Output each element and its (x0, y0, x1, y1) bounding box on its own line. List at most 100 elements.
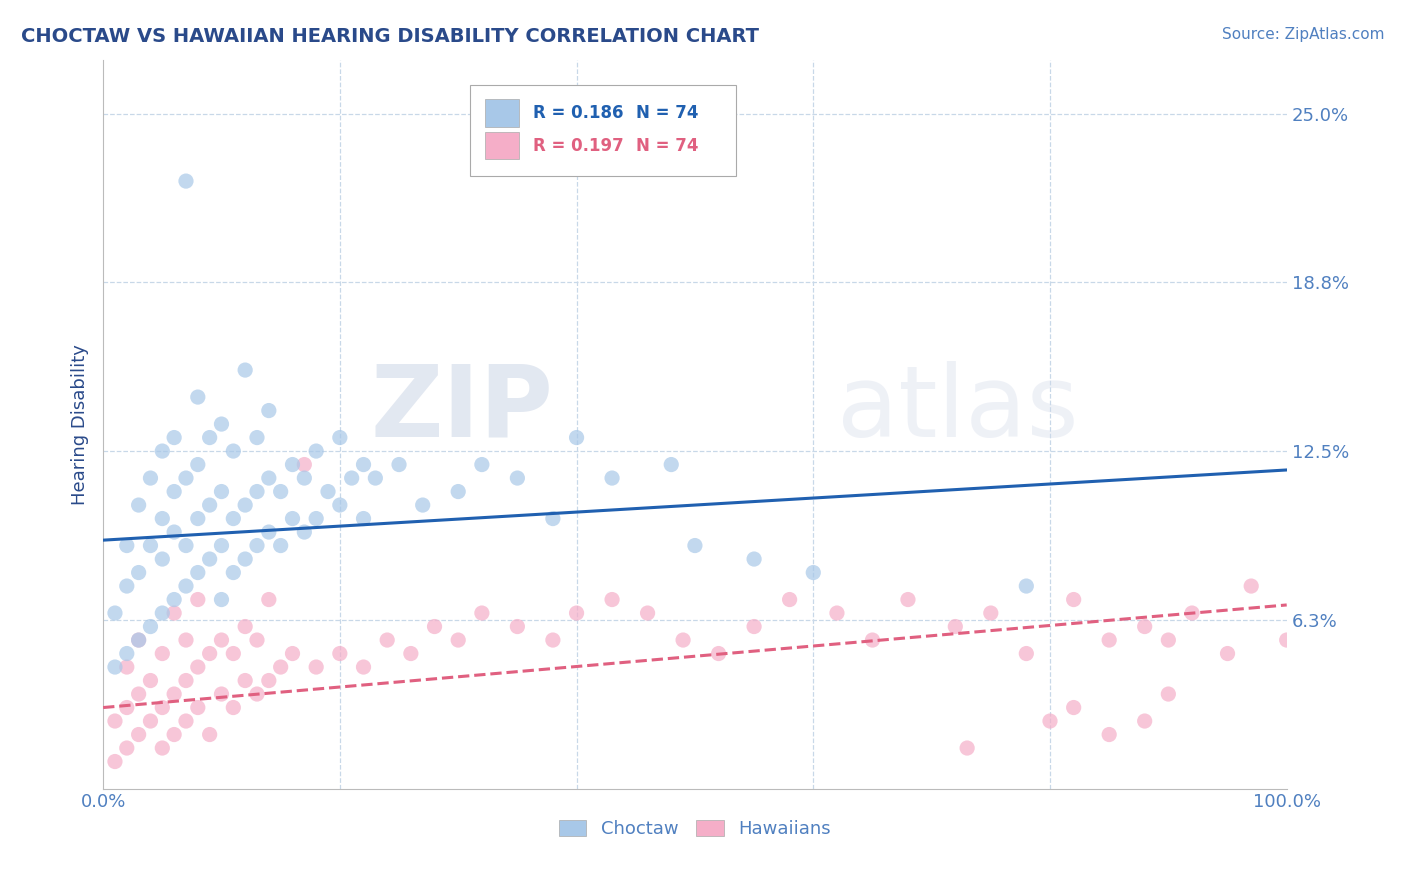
Point (150, 700, 173, 714)
Point (163, 727, 186, 741)
Point (1157, 633, 1180, 648)
Point (233, 619, 256, 633)
Point (447, 484, 470, 499)
Point (565, 606, 588, 620)
Point (600, 592, 623, 607)
Point (1039, 714, 1062, 728)
Text: ZIP: ZIP (370, 361, 553, 458)
Point (742, 619, 765, 633)
Point (1063, 700, 1085, 714)
Point (980, 606, 1002, 620)
Point (1275, 633, 1298, 648)
Text: R = 0.197: R = 0.197 (533, 136, 623, 154)
Point (1133, 619, 1156, 633)
Point (174, 539, 197, 553)
Point (281, 511, 304, 525)
Point (187, 660, 209, 674)
Point (270, 660, 292, 674)
Point (163, 524, 186, 539)
Point (211, 687, 233, 701)
Point (281, 458, 304, 472)
Point (222, 444, 245, 458)
Point (187, 700, 209, 714)
Point (163, 484, 186, 499)
Point (211, 484, 233, 499)
Point (329, 498, 352, 512)
Point (956, 741, 979, 756)
Point (281, 647, 304, 661)
Point (104, 606, 127, 620)
Point (412, 498, 434, 512)
Text: N = 74: N = 74 (637, 103, 699, 122)
Point (364, 471, 387, 485)
Point (174, 633, 197, 648)
Point (316, 484, 339, 499)
Point (1098, 633, 1121, 648)
Point (742, 552, 765, 566)
Point (222, 566, 245, 580)
Point (115, 741, 138, 756)
Point (150, 444, 173, 458)
Bar (485, 132, 519, 160)
Point (128, 633, 150, 648)
Point (150, 647, 173, 661)
Point (257, 403, 280, 417)
Point (246, 687, 269, 701)
Point (163, 687, 186, 701)
Point (292, 458, 315, 472)
Point (600, 471, 623, 485)
Point (222, 700, 245, 714)
Legend: Choctaw, Hawaiians: Choctaw, Hawaiians (553, 813, 838, 845)
Point (353, 660, 375, 674)
Point (340, 471, 363, 485)
Point (115, 700, 138, 714)
Point (174, 714, 197, 728)
Text: Source: ZipAtlas.com: Source: ZipAtlas.com (1222, 27, 1385, 42)
Text: N = 74: N = 74 (637, 136, 699, 154)
Point (139, 673, 162, 688)
Point (211, 592, 233, 607)
Point (198, 647, 221, 661)
Point (128, 566, 150, 580)
Point (541, 511, 564, 525)
Point (222, 511, 245, 525)
Point (174, 174, 197, 188)
Point (305, 444, 328, 458)
Point (104, 714, 127, 728)
Point (659, 458, 682, 472)
Point (139, 619, 162, 633)
Point (565, 431, 588, 445)
Point (801, 566, 824, 580)
Point (637, 606, 659, 620)
Point (139, 714, 162, 728)
Point (1098, 727, 1121, 741)
Point (270, 539, 292, 553)
Point (198, 552, 221, 566)
Point (1015, 579, 1038, 593)
Point (128, 498, 150, 512)
Point (115, 539, 138, 553)
Text: R = 0.186: R = 0.186 (533, 103, 623, 122)
Point (233, 673, 256, 688)
Point (257, 471, 280, 485)
Point (187, 458, 209, 472)
Point (423, 619, 446, 633)
Point (233, 363, 256, 377)
Point (246, 484, 269, 499)
Point (506, 471, 529, 485)
Point (174, 673, 197, 688)
Point (233, 498, 256, 512)
Point (541, 633, 564, 648)
Text: atlas: atlas (837, 361, 1078, 458)
Point (187, 592, 209, 607)
Point (897, 592, 920, 607)
Point (672, 633, 695, 648)
Point (447, 633, 470, 648)
Point (187, 511, 209, 525)
Point (246, 539, 269, 553)
Text: CHOCTAW VS HAWAIIAN HEARING DISABILITY CORRELATION CHART: CHOCTAW VS HAWAIIAN HEARING DISABILITY C… (21, 27, 759, 45)
Point (471, 606, 494, 620)
Point (1063, 592, 1085, 607)
Point (329, 431, 352, 445)
Point (257, 673, 280, 688)
